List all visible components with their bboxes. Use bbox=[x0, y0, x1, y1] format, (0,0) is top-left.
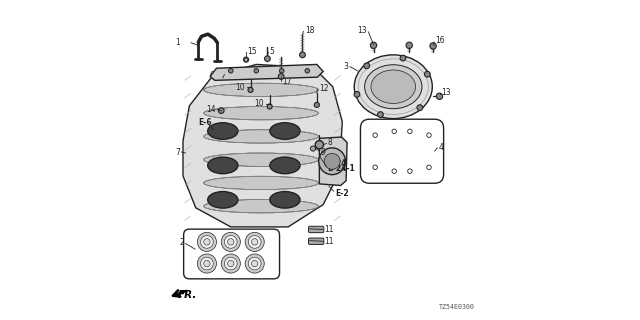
FancyBboxPatch shape bbox=[308, 226, 324, 233]
Circle shape bbox=[221, 254, 241, 273]
Text: 16: 16 bbox=[435, 36, 445, 45]
Circle shape bbox=[424, 71, 430, 77]
Circle shape bbox=[225, 257, 237, 270]
Circle shape bbox=[245, 232, 264, 252]
Text: FR.: FR. bbox=[178, 291, 198, 300]
Ellipse shape bbox=[208, 157, 238, 174]
Polygon shape bbox=[210, 64, 323, 80]
Circle shape bbox=[319, 148, 346, 175]
Ellipse shape bbox=[371, 70, 415, 103]
Circle shape bbox=[324, 153, 340, 169]
Circle shape bbox=[254, 68, 259, 73]
Text: 10: 10 bbox=[235, 83, 245, 92]
Circle shape bbox=[228, 68, 233, 73]
Circle shape bbox=[430, 43, 436, 49]
Text: 1: 1 bbox=[175, 38, 180, 47]
Text: E-2: E-2 bbox=[335, 189, 349, 198]
Text: 13: 13 bbox=[358, 26, 367, 35]
Text: 3: 3 bbox=[344, 61, 349, 70]
Circle shape bbox=[300, 52, 305, 58]
Ellipse shape bbox=[204, 176, 319, 190]
Circle shape bbox=[371, 42, 377, 49]
Ellipse shape bbox=[204, 130, 319, 143]
Ellipse shape bbox=[365, 65, 422, 109]
Ellipse shape bbox=[204, 153, 319, 166]
Text: 11: 11 bbox=[324, 225, 333, 234]
Ellipse shape bbox=[355, 55, 432, 119]
Circle shape bbox=[197, 254, 216, 273]
Text: E-6: E-6 bbox=[198, 118, 212, 127]
Circle shape bbox=[364, 63, 369, 68]
Text: 4: 4 bbox=[438, 143, 444, 152]
FancyBboxPatch shape bbox=[308, 238, 324, 244]
Circle shape bbox=[204, 260, 210, 267]
Ellipse shape bbox=[208, 123, 238, 139]
Circle shape bbox=[244, 58, 248, 61]
Polygon shape bbox=[319, 137, 347, 186]
Circle shape bbox=[252, 260, 258, 267]
Circle shape bbox=[248, 257, 261, 270]
Text: 8: 8 bbox=[327, 138, 332, 147]
Circle shape bbox=[436, 93, 443, 100]
Ellipse shape bbox=[270, 192, 300, 208]
Ellipse shape bbox=[204, 199, 319, 213]
Circle shape bbox=[406, 42, 412, 49]
Polygon shape bbox=[183, 64, 342, 227]
Text: 11: 11 bbox=[324, 237, 333, 246]
Text: B-24-1: B-24-1 bbox=[327, 164, 355, 173]
Circle shape bbox=[316, 140, 323, 149]
Circle shape bbox=[248, 236, 261, 248]
Circle shape bbox=[218, 108, 224, 114]
Text: 12: 12 bbox=[319, 84, 328, 93]
Circle shape bbox=[221, 232, 241, 252]
Circle shape bbox=[267, 104, 272, 109]
Text: 9: 9 bbox=[321, 148, 326, 156]
Circle shape bbox=[200, 236, 213, 248]
Text: TZ54E0300: TZ54E0300 bbox=[438, 304, 474, 310]
Circle shape bbox=[252, 239, 258, 245]
Circle shape bbox=[244, 57, 248, 62]
Circle shape bbox=[197, 232, 216, 252]
Circle shape bbox=[314, 102, 319, 108]
Ellipse shape bbox=[270, 157, 300, 174]
Circle shape bbox=[225, 236, 237, 248]
Text: 2: 2 bbox=[180, 238, 184, 247]
Circle shape bbox=[228, 239, 234, 245]
Text: B-24: B-24 bbox=[327, 159, 346, 168]
Circle shape bbox=[280, 68, 284, 73]
Text: 7: 7 bbox=[175, 148, 180, 156]
Circle shape bbox=[310, 146, 316, 151]
Text: 10: 10 bbox=[254, 100, 264, 108]
Circle shape bbox=[305, 68, 310, 73]
Text: 13: 13 bbox=[441, 88, 451, 97]
Ellipse shape bbox=[204, 107, 319, 120]
Text: 6: 6 bbox=[209, 71, 214, 80]
Circle shape bbox=[204, 239, 210, 245]
Circle shape bbox=[400, 55, 406, 61]
Ellipse shape bbox=[270, 123, 300, 139]
Text: 17: 17 bbox=[282, 77, 292, 86]
Text: 15: 15 bbox=[247, 47, 257, 56]
Circle shape bbox=[278, 74, 284, 79]
Circle shape bbox=[417, 105, 423, 110]
Circle shape bbox=[354, 92, 360, 97]
Text: 18: 18 bbox=[305, 26, 314, 35]
Circle shape bbox=[228, 260, 234, 267]
Text: 5: 5 bbox=[269, 47, 275, 56]
Circle shape bbox=[378, 112, 383, 117]
Ellipse shape bbox=[204, 83, 319, 97]
Ellipse shape bbox=[208, 192, 238, 208]
Circle shape bbox=[200, 257, 213, 270]
Circle shape bbox=[248, 87, 253, 92]
Circle shape bbox=[245, 254, 264, 273]
Text: 14: 14 bbox=[206, 105, 216, 114]
Circle shape bbox=[264, 56, 270, 61]
